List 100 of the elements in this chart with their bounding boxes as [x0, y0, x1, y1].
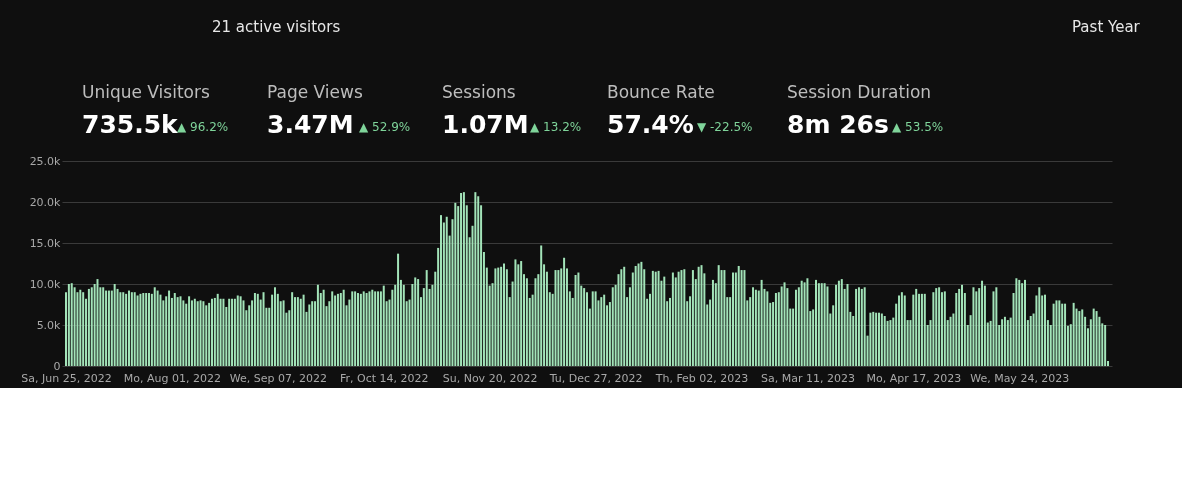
bar — [1044, 294, 1047, 366]
bar — [210, 298, 213, 366]
bar — [995, 287, 998, 366]
bar — [800, 280, 803, 366]
bar — [823, 283, 826, 366]
bar — [557, 270, 560, 366]
bar — [806, 278, 809, 366]
bar — [657, 270, 660, 366]
bar — [474, 192, 477, 366]
x-tick-label: Su, Nov 20, 2022 — [442, 371, 538, 385]
bar — [938, 287, 941, 366]
bar — [900, 292, 903, 366]
x-tick-label: Mo, Aug 01, 2022 — [123, 371, 222, 385]
x-tick-label: Tu, Dec 27, 2022 — [548, 371, 643, 385]
x-tick-label: Sa, Jun 25, 2022 — [21, 371, 112, 385]
bar — [983, 285, 986, 366]
x-tick-label: We, Sep 07, 2022 — [229, 371, 327, 385]
bar — [308, 304, 311, 366]
x-tick-label: Sa, Mar 11, 2023 — [760, 371, 855, 385]
bar — [766, 291, 769, 366]
bar — [923, 293, 926, 366]
bar — [73, 287, 76, 366]
bar — [262, 292, 265, 366]
bar — [331, 291, 334, 366]
bar — [872, 311, 875, 366]
bar — [1092, 308, 1095, 366]
bar — [677, 271, 680, 366]
bar — [554, 270, 557, 366]
bar — [425, 270, 428, 366]
bar — [179, 296, 182, 366]
bar — [603, 294, 606, 366]
bar — [1023, 279, 1026, 366]
bar — [1058, 300, 1061, 366]
text: ▲ 13.2% — [530, 120, 582, 134]
bar — [1006, 320, 1009, 366]
text: Bounce Rate — [607, 82, 715, 102]
bar — [477, 196, 480, 366]
bar — [1015, 278, 1018, 366]
y-tick-label: 5.0k — [36, 318, 62, 332]
bar — [228, 298, 231, 366]
y-tick-label: 20.0k — [29, 195, 62, 209]
bar — [445, 216, 448, 366]
bar — [1061, 303, 1064, 366]
bar — [242, 300, 245, 366]
bar — [783, 282, 786, 366]
bar — [680, 270, 683, 366]
bar — [136, 295, 139, 366]
bar — [574, 274, 577, 366]
text: 1.07M — [442, 110, 529, 139]
bar — [219, 298, 222, 366]
bar — [142, 293, 145, 366]
bar — [534, 278, 537, 366]
bar — [520, 261, 523, 366]
bar — [840, 279, 843, 366]
bar — [417, 279, 420, 366]
bar — [683, 269, 686, 366]
bar — [591, 291, 594, 366]
x-tick-label: Mo, Apr 17, 2023 — [866, 371, 962, 385]
bar — [122, 292, 125, 366]
bar — [972, 287, 975, 366]
bar — [322, 289, 325, 366]
text: 21 active visitors — [212, 18, 341, 36]
bar — [500, 266, 503, 366]
bar — [190, 300, 193, 366]
bar — [817, 283, 820, 366]
bar — [339, 293, 342, 366]
x-tick-label: We, May 24, 2023 — [970, 371, 1070, 385]
bar — [79, 289, 82, 366]
bar — [173, 293, 176, 366]
bar — [723, 270, 726, 366]
bar — [414, 277, 417, 366]
bar — [119, 292, 122, 366]
bar — [869, 312, 872, 366]
bar — [299, 298, 302, 366]
text: 8m 26s — [787, 110, 889, 139]
bar — [1055, 300, 1058, 366]
bar — [540, 245, 543, 366]
bar — [216, 293, 219, 366]
bar — [992, 291, 995, 366]
bar — [794, 289, 797, 366]
bar — [502, 263, 505, 366]
bar — [1078, 311, 1081, 366]
bar — [600, 297, 603, 366]
bar — [711, 279, 714, 366]
bar — [282, 300, 285, 366]
bar — [1064, 303, 1067, 366]
bar — [663, 276, 666, 366]
bar — [835, 284, 838, 366]
bar — [883, 315, 886, 366]
text: 3.47M — [267, 110, 354, 139]
bar — [145, 293, 148, 366]
bar — [697, 266, 700, 366]
bar — [102, 287, 105, 366]
bar — [497, 267, 500, 366]
bar — [1003, 316, 1006, 366]
bar — [654, 271, 657, 366]
bar — [1001, 319, 1004, 366]
text: Past Year — [1072, 18, 1141, 36]
bar — [1052, 303, 1055, 366]
bar — [815, 279, 818, 366]
